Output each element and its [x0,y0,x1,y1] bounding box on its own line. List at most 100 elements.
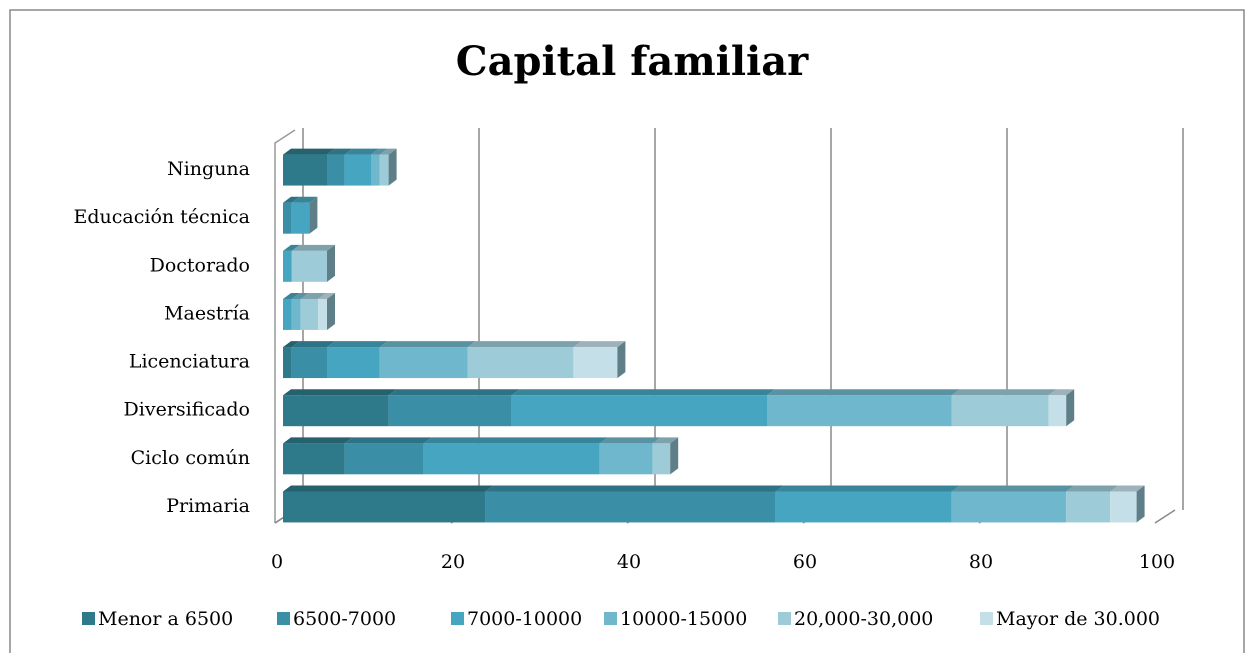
bar [379,154,389,186]
bar [371,154,380,186]
bar [775,491,952,523]
bar [291,298,301,330]
x-tick-label: 20 [441,551,465,573]
bar-top [767,389,960,396]
bar-top [283,341,300,348]
bar [951,395,1049,427]
bar [283,491,486,523]
bar [283,395,389,427]
bar-top [573,341,626,348]
bar-top [652,437,679,444]
bar-top [371,148,388,155]
bar-side [617,341,626,379]
bar [291,202,310,234]
bar [388,395,512,427]
bar-side [670,437,679,475]
bar [283,250,292,282]
bar-top [599,437,661,444]
bar [344,443,424,475]
bar-top [379,341,476,348]
bar [1048,395,1067,427]
bar-top [283,389,397,396]
y-tick-label: Maestría [164,302,250,324]
y-tick-label: Educación técnica [74,206,250,228]
bar-side [327,244,335,282]
bar-top [283,196,300,203]
bar [1110,491,1137,523]
bar [283,347,292,379]
tick-mark [1154,509,1176,524]
bar-top [283,244,300,251]
bar-top [291,244,335,251]
bar-top [283,292,300,299]
bar-top [379,148,397,155]
bar-side [309,196,318,234]
x-tick-label: 0 [271,551,283,573]
legend-swatch [451,612,464,625]
legend-swatch [82,612,95,625]
legend-label: 10000-15000 [620,608,747,630]
legend-label: Menor a 6500 [98,608,233,630]
legend-swatch [778,612,791,625]
y-tick-label: Ninguna [167,158,250,180]
bar-top [951,389,1057,396]
bar [1066,491,1111,523]
bar-top [291,341,335,348]
bar [511,395,767,427]
bar-top [291,196,318,203]
y-tick-label: Doctorado [150,254,250,276]
bar [283,298,292,330]
bar-top [344,148,379,155]
legend-label: 6500-7000 [293,608,396,630]
bar-top [1110,485,1145,492]
bar [344,154,371,186]
bar-side [1066,389,1075,427]
chart-title: Capital familiar [456,38,809,85]
left-wall [274,129,296,523]
bar-top [291,292,309,299]
bar [283,443,345,475]
bar-top [318,292,335,299]
bar [291,347,327,379]
bar-top [1048,389,1075,396]
bar [327,154,345,186]
bar [767,395,952,427]
bar-top [388,389,520,396]
bar [291,250,327,282]
legend-label: 7000-10000 [467,608,582,630]
bar [327,347,380,379]
bar-top [283,437,353,444]
bar-top [467,341,582,348]
bar [467,347,574,379]
bar-side [388,148,397,186]
bar-top [423,437,608,444]
bar-top [327,341,388,348]
legend-label: Mayor de 30.000 [996,608,1160,630]
bar [573,347,618,379]
y-tick-label: Ciclo común [131,447,250,469]
bar-top [344,437,432,444]
bar-top [511,389,775,396]
bar-top [327,148,353,155]
y-tick-label: Licenciatura [129,351,250,373]
bar [283,154,327,186]
bar-top [300,292,327,299]
bar [318,298,327,330]
bar [379,347,468,379]
bar-side [327,292,335,330]
bar-top [951,485,1075,492]
y-tick-label: Diversificado [124,399,250,421]
x-tick-label: 80 [969,551,993,573]
bar-top [283,485,494,492]
x-tick-label: 40 [617,551,641,573]
x-tick-label: 60 [793,551,817,573]
bar-top [1066,485,1119,492]
bar-top [775,485,960,492]
bar [652,443,671,475]
y-tick-label: Primaria [166,495,250,517]
bar [283,202,292,234]
legend-swatch [277,612,290,625]
legend-swatch [980,612,993,625]
bar-top [283,148,335,155]
